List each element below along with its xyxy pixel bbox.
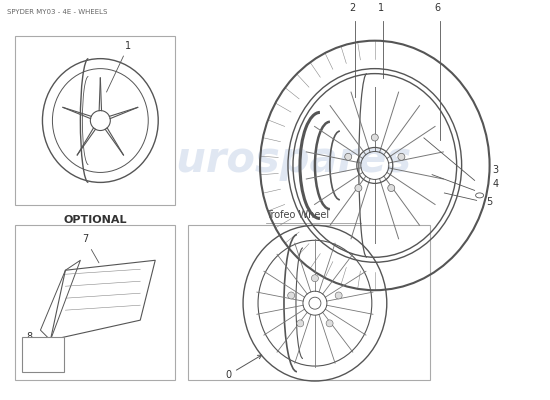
Bar	[23, 337, 64, 372]
Text: 1: 1	[107, 41, 131, 92]
Text: Trofeo Wheel: Trofeo Wheel	[266, 210, 329, 220]
Text: 3: 3	[493, 166, 499, 176]
Text: 0: 0	[225, 355, 262, 380]
Text: 8: 8	[26, 332, 32, 342]
Text: 2: 2	[350, 3, 356, 13]
Circle shape	[335, 292, 342, 299]
Circle shape	[355, 184, 362, 192]
Circle shape	[326, 320, 333, 327]
Circle shape	[371, 134, 378, 141]
Circle shape	[311, 275, 318, 282]
Text: 4: 4	[493, 180, 499, 190]
Circle shape	[288, 292, 295, 299]
Circle shape	[388, 184, 395, 192]
Text: 1: 1	[378, 3, 384, 13]
Bar	[188, 225, 430, 380]
Text: eurospares: eurospares	[148, 140, 411, 182]
Circle shape	[345, 153, 351, 160]
Circle shape	[398, 153, 405, 160]
Text: 6: 6	[434, 3, 441, 13]
Text: 5: 5	[487, 197, 493, 207]
Bar	[15, 225, 175, 380]
Circle shape	[297, 320, 304, 327]
Text: 7: 7	[82, 234, 99, 263]
Text: OPTIONAL: OPTIONAL	[64, 215, 127, 225]
Bar	[15, 36, 175, 205]
Text: SPYDER MY03 - 4E - WHEELS: SPYDER MY03 - 4E - WHEELS	[7, 9, 107, 15]
